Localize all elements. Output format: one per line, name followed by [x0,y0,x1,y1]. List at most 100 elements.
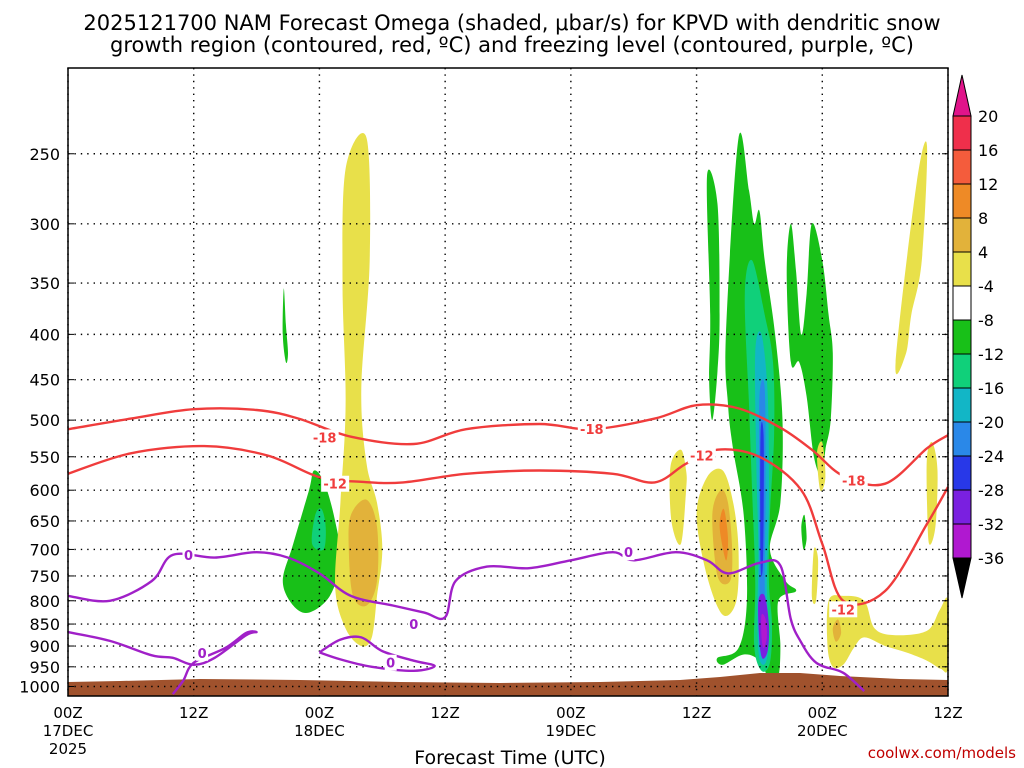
ytick-label-600: 600 [29,481,60,500]
contour-label-bg [384,654,397,671]
colorbar-top-arrow [952,74,972,117]
ytick-label-700: 700 [29,540,60,559]
contour-label-bg [839,472,868,489]
ytick-label-1000: 1000 [19,678,60,697]
xtick-label: 00Z [808,704,837,722]
omega-region-14 [760,421,764,577]
xtick-label: 12Z [179,704,208,722]
ytick-label-800: 800 [29,592,60,611]
contour-label-bg [196,644,209,661]
ground-layer [68,673,948,696]
colorbar-tick-4: 4 [978,243,988,262]
contour-label-bg [182,546,195,563]
ytick-label-850: 850 [29,615,60,634]
omega-region-17 [786,223,833,478]
credit-text: coolwx.com/models [868,744,1016,762]
ytick-label-950: 950 [29,658,60,677]
omega-region-21 [826,595,949,673]
contour-label-dgz_minus12-2: -12 [831,603,855,618]
xtick-label: 00Z [556,704,585,722]
omega-region-19 [816,441,826,492]
colorbar-tick-13: -36 [978,549,1004,568]
omega-region-4 [282,288,288,364]
colorbar-tick-8: -16 [978,379,1004,398]
contour-label-bg [407,616,420,633]
colorbar-bottom-arrow [952,557,972,599]
contour-label-freezing_loop-0: 0 [386,657,395,672]
contour-label-bg [687,447,716,464]
colorbar-tick-2: 12 [978,175,998,194]
ytick-label-750: 750 [29,567,60,586]
xtick-label: 12Z [430,704,459,722]
ytick-label-500: 500 [29,411,60,430]
contour-lines: -18 -18 -18 -12 -12 -12 0 0 0 0 0 [67,403,950,695]
xtick-label: 12Z [933,704,962,722]
contour-dgz_minus12 [67,444,950,606]
chart-title-line2: growth region (contoured, red, ºC) and f… [110,33,914,57]
chart-title-line1: 2025121700 NAM Forecast Omega (shaded, μ… [83,11,940,35]
omega-region-9 [706,169,720,421]
contour-freezing_main [67,551,866,692]
colorbar-tick-10: -24 [978,447,1004,466]
colorbar-bin-5 [952,285,972,321]
contour-label-bg [622,544,635,561]
colorbar-tick-3: 8 [978,209,988,228]
contour-freezing_lower [67,630,258,695]
omega-region-3 [348,499,379,607]
contour-label-dgz_minus12-0: -12 [323,478,347,493]
xtick-label: 00Z [53,704,82,722]
xtick-label: 12Z [682,704,711,722]
colorbar-bin-12 [952,523,972,559]
omega-region-18 [801,514,807,550]
contour-label-bg [829,601,858,618]
xtick-year: 2025 [49,740,87,758]
xtick-label: 00Z [305,704,334,722]
plot-frame [67,67,949,697]
colorbar: 20 16 12 8 4 -4 -8 -12 -16 -20 -24 -28 -32 -36 [952,74,1004,599]
ytick-label-350: 350 [29,274,60,293]
contour-label-dgz_minus18-1: -18 [580,423,604,438]
colorbar-bin-0 [952,115,972,151]
contour-label-bg [321,475,350,492]
colorbar-tick-7: -12 [978,345,1004,364]
colorbar-tick-0: 20 [978,107,998,126]
ytick-label-450: 450 [29,371,60,390]
terrain-band [68,673,948,696]
colorbar-bin-3 [952,217,972,253]
xtick-date: 20DEC [797,722,848,740]
colorbar-tick-6: -8 [978,311,994,330]
omega-shading [282,132,949,683]
colorbar-tick-11: -28 [978,481,1004,500]
colorbar-tick-5: -4 [978,277,994,296]
colorbar-bin-9 [952,421,972,457]
contour-label-freezing_main-2: 0 [624,546,633,561]
ytick-label-400: 400 [29,325,60,344]
contour-freezing_loop [318,635,436,673]
contour-label-dgz_minus18-2: -18 [842,474,866,489]
colorbar-tick-9: -20 [978,413,1004,432]
colorbar-bin-11 [952,489,972,525]
y-axis: 250 300 350 400 450 500 550 600 650 700 750 800 850 9… [19,145,948,697]
colorbar-tick-1: 16 [978,141,998,160]
ytick-label-550: 550 [29,448,60,467]
colorbar-bin-2 [952,183,972,219]
x-axis-label: Forecast Time (UTC) [414,747,605,768]
contour-label-freezing_main-0: 0 [184,549,193,564]
ytick-label-900: 900 [29,637,60,656]
colorbar-bin-4 [952,251,972,287]
colorbar-bin-6 [952,319,972,355]
colorbar-bin-7 [952,353,972,389]
omega-region-20 [811,547,819,605]
contour-label-freezing_lower-0: 0 [198,647,207,662]
omega-region-16 [761,613,767,649]
omega-region-23 [895,141,928,375]
omega-region-24 [926,442,938,545]
colorbar-bin-1 [952,149,972,185]
colorbar-tick-12: -32 [978,515,1004,534]
xtick-date: 19DEC [546,722,597,740]
xtick-date: 18DEC [294,722,345,740]
colorbar-bin-10 [952,455,972,491]
contour-label-bg [577,421,606,438]
